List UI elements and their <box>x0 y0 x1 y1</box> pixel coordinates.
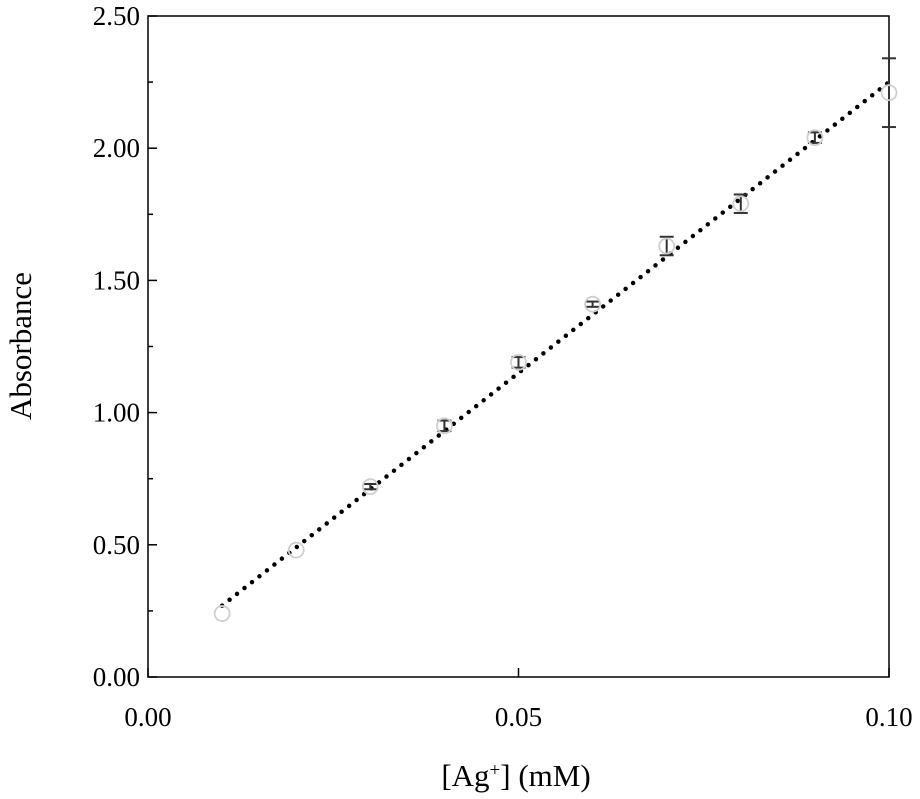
error-bars-layer <box>363 57 896 491</box>
data-point <box>732 195 750 213</box>
data-point <box>361 478 379 496</box>
x-axis-title-rest: ] (mM) <box>500 758 590 793</box>
x-axis-ticks: 0.00 0.05 0.10 <box>124 668 913 732</box>
data-points-layer <box>213 84 898 622</box>
x-axis-title-base: [Ag <box>441 758 489 793</box>
trendline <box>219 79 892 608</box>
x-axis-title-superscript: + <box>490 760 501 781</box>
data-point <box>435 417 453 435</box>
y-tick-label: 2.50 <box>93 1 140 31</box>
data-point <box>584 295 601 313</box>
y-tick-label: 0.50 <box>93 530 140 560</box>
data-point <box>287 541 305 559</box>
x-axis-title: [Ag+] (mM) <box>441 758 590 793</box>
data-point <box>806 129 824 147</box>
data-point <box>880 84 898 102</box>
y-axis-ticks: 0.00 0.50 1.00 1.50 2.00 2.50 <box>93 1 157 692</box>
x-tick-label: 0.05 <box>495 702 542 732</box>
trendline-layer <box>219 79 892 608</box>
data-point <box>213 605 231 622</box>
data-point <box>658 237 676 255</box>
x-tick-label: 0.10 <box>865 702 912 732</box>
y-tick-label: 1.50 <box>93 265 140 295</box>
y-axis-title: Absorbance <box>3 272 38 420</box>
y-tick-label: 2.00 <box>93 133 140 163</box>
x-tick-label: 0.00 <box>124 702 171 732</box>
y-tick-label: 1.00 <box>93 398 140 428</box>
data-point <box>510 353 527 371</box>
y-tick-label: 0.00 <box>93 662 140 692</box>
